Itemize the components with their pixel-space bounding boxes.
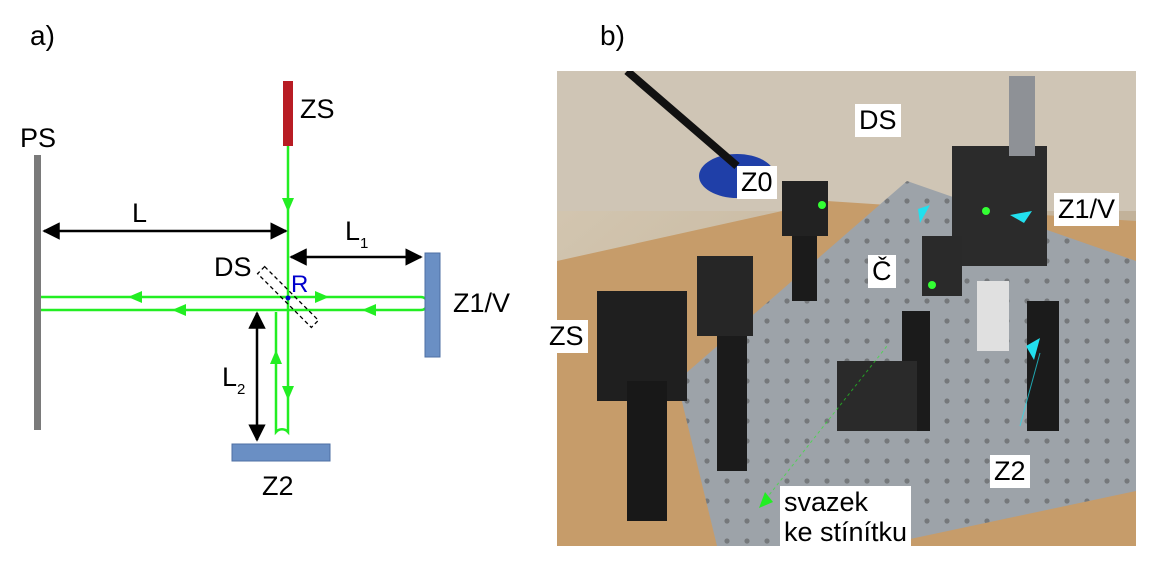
photo-tag-beam-line1: svazek [784,487,869,517]
beam-splitter-ds [256,265,320,329]
photo-tag-beam: svazek ke stínítku [780,486,912,550]
label-l: L [132,198,147,228]
photo-tag-z2: Z2 [990,455,1030,488]
panel-a-label: a) [30,20,55,51]
laser-zs [283,81,293,146]
photo-tag-beam-line2: ke stínítku [784,516,908,547]
interferometer-diagram: PS ZS DS R Z1/V Z2 L L1 L2 [20,81,510,501]
label-z2: Z2 [262,471,294,501]
label-zs: ZS [300,94,335,124]
label-l2: L2 [222,362,245,398]
cyan-arrows [918,205,1040,360]
photo-tag-ds: DS [855,104,901,137]
panel-b-label: b) [600,20,625,51]
mirror-z2 [231,443,331,462]
photo-tag-z1v: Z1/V [1054,193,1120,226]
label-z1v: Z1/V [453,288,510,318]
splitter-point [285,295,291,301]
setup-photo [557,71,1136,546]
setup-photo-drawing [557,71,1136,546]
label-r: R [291,271,308,298]
photo-tag-zs: ZS [545,320,588,353]
label-l1: L1 [345,216,368,252]
label-ds: DS [214,252,252,282]
beam-arrow [759,492,773,508]
mirror-z1v [424,252,441,358]
photo-tag-z0: Z0 [737,166,777,199]
photo-tag-c: Č [868,255,896,288]
screen-ps [34,155,41,430]
label-ps: PS [20,123,56,153]
beam-direction-arrows [128,198,376,400]
